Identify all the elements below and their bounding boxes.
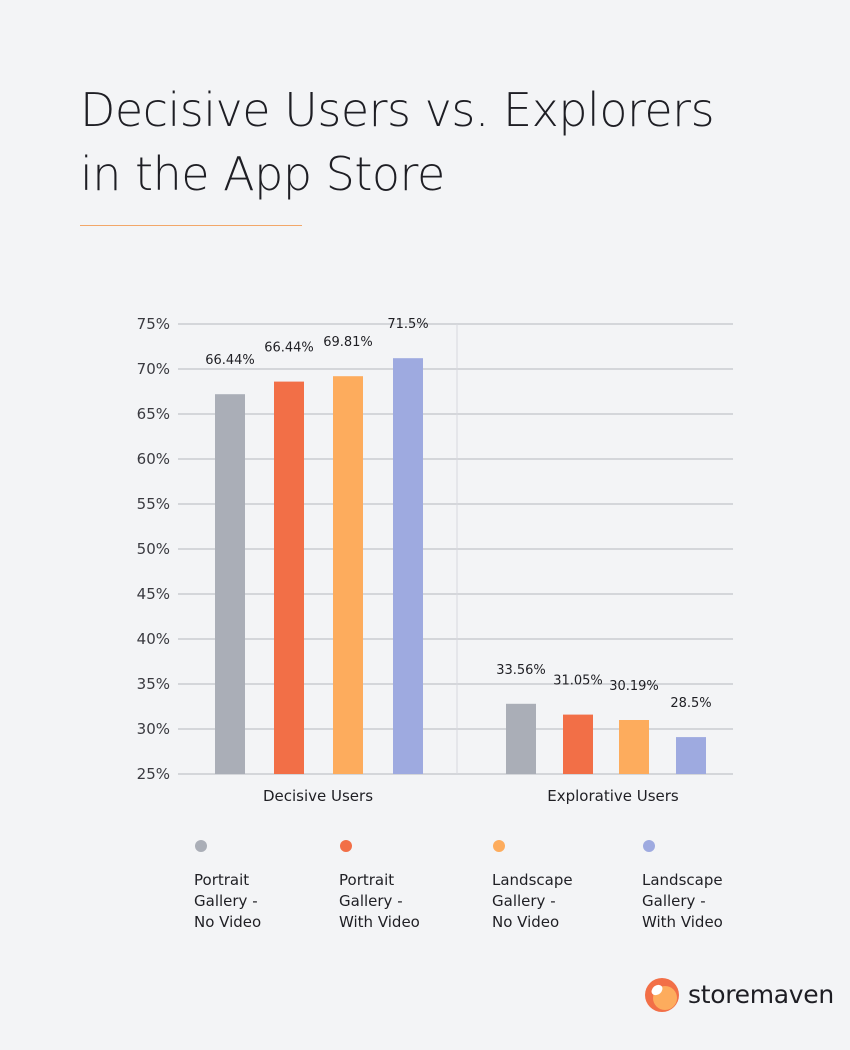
y-tick-label: 55% xyxy=(137,495,170,513)
legend-swatch xyxy=(643,840,655,852)
data-label: 69.81% xyxy=(323,335,373,350)
legend-item-landscape-no-video: Landscape Gallery - No Video xyxy=(492,840,622,933)
bar xyxy=(333,376,363,774)
legend-swatch xyxy=(340,840,352,852)
legend-label: Landscape Gallery - No Video xyxy=(492,871,573,931)
chart-title: Decisive Users vs. Explorers in the App … xyxy=(80,78,780,206)
y-tick-label: 60% xyxy=(137,450,170,468)
x-category-label: Decisive Users xyxy=(263,787,373,805)
bar xyxy=(215,394,245,774)
data-label: 66.44% xyxy=(205,353,255,368)
y-tick-label: 25% xyxy=(137,765,170,783)
chart-title-line-2: in the App Store xyxy=(80,147,445,201)
y-tick-label: 40% xyxy=(137,630,170,648)
chart-title-line-1: Decisive Users vs. Explorers xyxy=(80,83,715,137)
bar xyxy=(676,737,706,774)
chart-legend: Portrait Gallery - No Video Portrait Gal… xyxy=(0,840,850,940)
legend-item-landscape-with-video: Landscape Gallery - With Video xyxy=(642,840,772,933)
data-label: 33.56% xyxy=(496,663,546,678)
bar xyxy=(563,714,593,774)
legend-label: Landscape Gallery - With Video xyxy=(642,871,723,931)
legend-item-portrait-with-video: Portrait Gallery - With Video xyxy=(339,840,469,933)
storemaven-logo-icon xyxy=(645,978,679,1012)
bar xyxy=(506,703,536,774)
brand-name: storemaven xyxy=(688,980,834,1009)
legend-swatch xyxy=(493,840,505,852)
y-tick-label: 30% xyxy=(137,720,170,738)
legend-label: Portrait Gallery - No Video xyxy=(194,871,262,931)
y-tick-label: 35% xyxy=(137,675,170,693)
y-tick-label: 50% xyxy=(137,540,170,558)
y-tick-label: 45% xyxy=(137,585,170,603)
y-tick-label: 75% xyxy=(137,315,170,333)
bar xyxy=(274,381,304,774)
data-label: 71.5% xyxy=(387,317,428,332)
y-tick-label: 70% xyxy=(137,360,170,378)
data-label: 30.19% xyxy=(609,679,659,694)
x-category-label: Explorative Users xyxy=(547,787,679,805)
bar xyxy=(619,720,649,774)
legend-swatch xyxy=(195,840,207,852)
data-label: 28.5% xyxy=(670,696,711,711)
legend-item-portrait-no-video: Portrait Gallery - No Video xyxy=(194,840,324,933)
y-tick-label: 65% xyxy=(137,405,170,423)
legend-label: Portrait Gallery - With Video xyxy=(339,871,420,931)
bar xyxy=(393,358,423,774)
title-underline xyxy=(80,225,302,226)
data-label: 66.44% xyxy=(264,341,314,356)
data-label: 31.05% xyxy=(553,674,603,689)
bar-chart: 25% 30% 35% 40% 45% 50% 55% 60% 65% 70% 75% 66.44% 6… xyxy=(137,315,733,805)
